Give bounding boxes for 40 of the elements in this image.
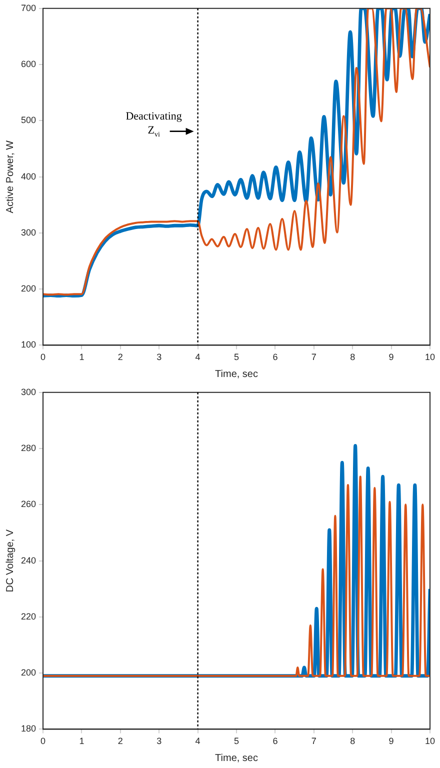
y-tick-label: 280 (20, 443, 36, 454)
x-tick-label: 2 (118, 736, 123, 746)
y-axis-title: Active Power, W (4, 140, 16, 214)
x-tick-label: 10 (424, 352, 436, 362)
y-tick-label: 200 (20, 668, 36, 678)
x-tick-label: 8 (350, 352, 356, 362)
x-tick-label: 0 (40, 352, 46, 362)
x-tick-label: 6 (272, 736, 278, 746)
x-tick-label: 5 (234, 352, 240, 362)
x-tick-label: 9 (388, 352, 394, 362)
x-axis-title: Time, sec (215, 752, 258, 764)
x-tick-label: 4 (195, 736, 200, 746)
x-tick-label: 1 (79, 352, 84, 362)
x-tick-label: 1 (79, 736, 84, 746)
y-tick-label: 100 (20, 340, 36, 350)
y-tick-label: 700 (20, 2, 36, 13)
x-tick-label: 0 (40, 736, 46, 746)
x-axis-title: Time, sec (215, 368, 258, 380)
y-tick-label: 260 (20, 499, 36, 510)
x-tick-label: 4 (195, 352, 200, 362)
x-tick-label: 3 (156, 352, 162, 362)
y-tick-label: 300 (20, 227, 36, 238)
y-tick-label: 600 (20, 59, 36, 70)
y-tick-label: 180 (20, 724, 36, 734)
x-tick-label: 3 (156, 736, 162, 746)
y-tick-label: 300 (20, 386, 36, 397)
x-tick-label: 6 (272, 352, 278, 362)
y-axis-title: DC Voltage, V (4, 529, 16, 592)
x-tick-label: 7 (311, 352, 316, 362)
y-tick-label: 500 (20, 115, 36, 126)
x-tick-label: 7 (311, 736, 316, 746)
x-tick-label: 2 (118, 352, 123, 362)
y-tick-label: 220 (20, 611, 36, 622)
x-tick-label: 9 (388, 736, 394, 746)
y-tick-label: 240 (20, 555, 36, 566)
y-tick-label: 200 (20, 284, 36, 294)
x-tick-label: 5 (234, 736, 240, 746)
y-tick-label: 400 (20, 171, 36, 182)
x-tick-label: 10 (424, 736, 436, 746)
x-tick-label: 8 (350, 736, 356, 746)
